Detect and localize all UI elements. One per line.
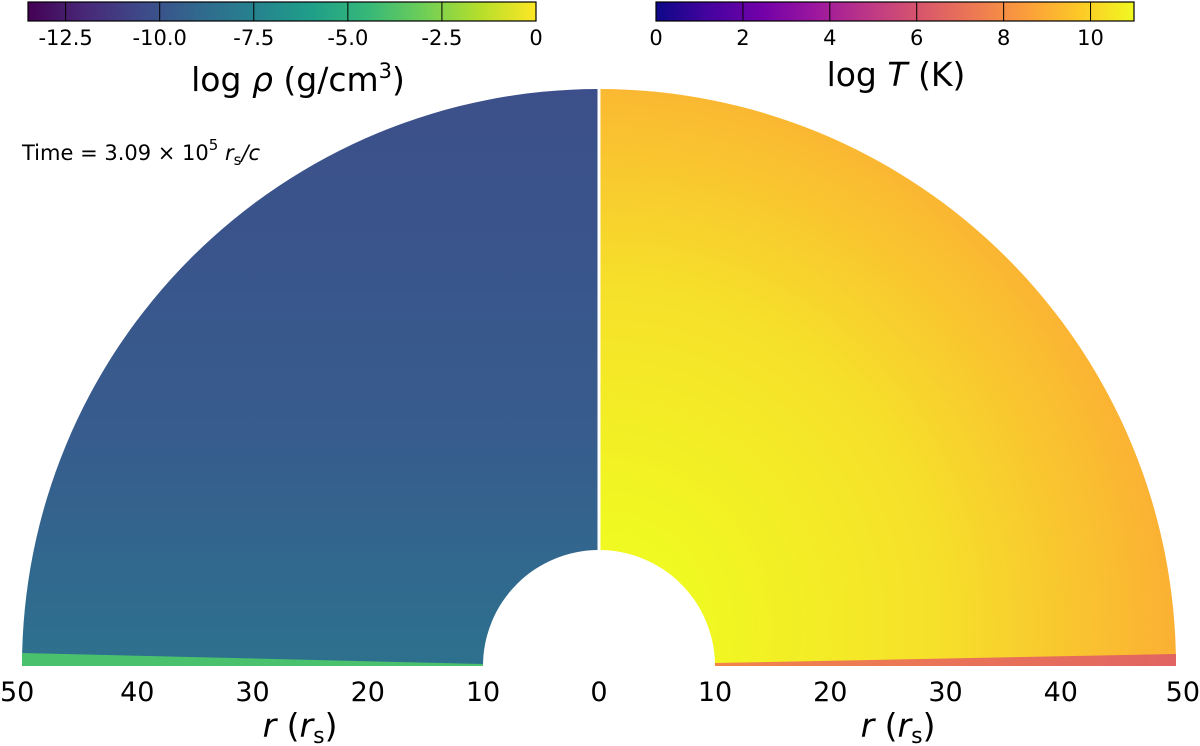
temperature-colorbar-tick-label: 6 — [910, 26, 923, 50]
density-colorbar-bar — [27, 1, 537, 22]
x-axis-tick-label: 40 — [120, 677, 154, 708]
density-colorbar-tick-label: -5.0 — [327, 26, 368, 50]
temperature-colorbar-tick-label: 0 — [649, 26, 662, 50]
temperature-disk-layer — [715, 654, 1176, 666]
x-axis-tick-label: 20 — [351, 677, 385, 708]
x-axis-tick-label: 50 — [1166, 677, 1200, 708]
x-axis-ticks: 50 40 30 20 10 0 10 20 30 40 50 — [0, 677, 1200, 708]
temperature-colorbar-tick-label: 8 — [997, 26, 1010, 50]
density-colorbar-tick-label: -2.5 — [421, 26, 462, 50]
x-axis-tick-label: 20 — [813, 677, 847, 708]
density-colorbar-tick-label: -12.5 — [38, 26, 92, 50]
density-colorbar-label: log ρ (g/cm3) — [191, 59, 405, 99]
density-disk-layer — [22, 653, 483, 666]
x-axis-tick-label: 30 — [928, 677, 962, 708]
density-colorbar-tick-label: 0 — [529, 26, 542, 50]
x-axis-tick-label: 10 — [466, 677, 500, 708]
x-axis-tick-label: 50 — [0, 677, 34, 708]
temperature-panel — [599, 89, 1176, 666]
density-panel — [22, 89, 599, 666]
x-axis-label-right: r (rs) — [861, 706, 936, 746]
x-axis-label-left: r (rs) — [263, 706, 338, 746]
temperature-colorbar-label: log T (K) — [827, 55, 966, 94]
x-axis-tick-label: 0 — [590, 677, 607, 708]
density-colorbar-tick-label: -7.5 — [233, 26, 274, 50]
density-colorbar: -12.5 -10.0 -7.5 -5.0 -2.5 0 — [27, 1, 543, 50]
x-axis-tick-label: 10 — [698, 677, 732, 708]
temperature-colorbar-tick-label: 10 — [1077, 26, 1104, 50]
x-axis-tick-label: 40 — [1044, 677, 1078, 708]
x-axis-tick-label: 30 — [235, 677, 269, 708]
simulation-domain — [22, 87, 1176, 666]
density-colorbar-tick-label: -10.0 — [133, 26, 187, 50]
temperature-colorbar-bar — [655, 1, 1135, 22]
temperature-colorbar-tick-label: 4 — [823, 26, 836, 50]
temperature-colorbar: 0 2 4 6 8 10 — [649, 1, 1135, 50]
temperature-colorbar-tick-label: 2 — [736, 26, 749, 50]
time-annotation: Time = 3.09 × 105 rs/c — [21, 136, 261, 169]
